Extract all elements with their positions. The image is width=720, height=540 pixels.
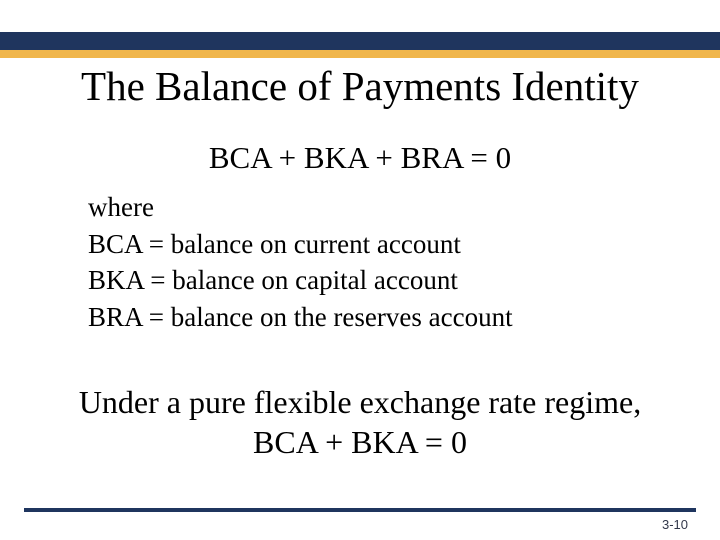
- sub-section: Under a pure flexible exchange rate regi…: [28, 382, 692, 462]
- slide-title: The Balance of Payments Identity: [0, 58, 720, 117]
- sub-section-text: Under a pure flexible exchange rate regi…: [28, 382, 692, 422]
- footer-line: [24, 508, 696, 512]
- page-number: 3-10: [662, 517, 688, 532]
- main-equation: BCA + BKA + BRA = 0: [28, 140, 692, 176]
- header-band-dark-top: [0, 32, 720, 50]
- definition-item: BCA = balance on current account: [88, 227, 692, 262]
- definitions-block: where BCA = balance on current account B…: [88, 190, 692, 334]
- definition-item: BRA = balance on the reserves account: [88, 300, 692, 335]
- header-band-accent: [0, 50, 720, 58]
- sub-section-equation: BCA + BKA = 0: [28, 422, 692, 462]
- slide-content: BCA + BKA + BRA = 0 where BCA = balance …: [0, 140, 720, 462]
- definition-item: BKA = balance on capital account: [88, 263, 692, 298]
- definitions-lead: where: [88, 190, 692, 225]
